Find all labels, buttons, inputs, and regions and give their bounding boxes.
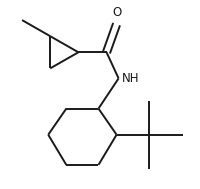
Text: NH: NH [121, 72, 138, 85]
Text: O: O [111, 6, 121, 19]
